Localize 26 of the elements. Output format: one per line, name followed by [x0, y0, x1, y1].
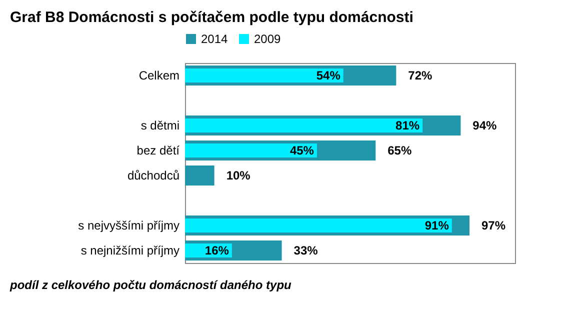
bar: [185, 118, 423, 132]
legend-label: 2014: [201, 32, 228, 46]
bar: [185, 166, 214, 186]
data-label: 16%: [204, 244, 230, 258]
data-label: 45%: [290, 144, 314, 158]
data-label: 94%: [472, 118, 498, 132]
bar: [185, 218, 452, 232]
bar: [185, 144, 317, 158]
y-tick-label: důchodců: [127, 168, 180, 182]
data-label: 10%: [226, 168, 251, 182]
y-tick-label: s nejvyššími příjmy: [78, 218, 180, 232]
data-label: 97%: [481, 218, 506, 232]
data-label: 91%: [424, 218, 450, 232]
data-label: 65%: [388, 144, 412, 158]
data-label: 81%: [396, 118, 420, 132]
bar: [185, 68, 344, 82]
y-tick-label: bez dětí: [136, 144, 180, 158]
text: podíl z celkového počtu domácností daného typu: [9, 278, 292, 292]
data-label: 33%: [294, 244, 318, 258]
y-tick-label: s nejnižšími příjmy: [80, 244, 180, 258]
data-label: 72%: [408, 68, 433, 82]
y-tick-label: s dětmi: [140, 118, 180, 132]
legend-label: 2009: [254, 32, 282, 46]
chart-title: Graf B8 Domácnosti s počítačem podle typu domácnosti: [10, 9, 414, 26]
data-label: 54%: [316, 68, 341, 82]
y-tick-label: Celkem: [138, 68, 180, 82]
